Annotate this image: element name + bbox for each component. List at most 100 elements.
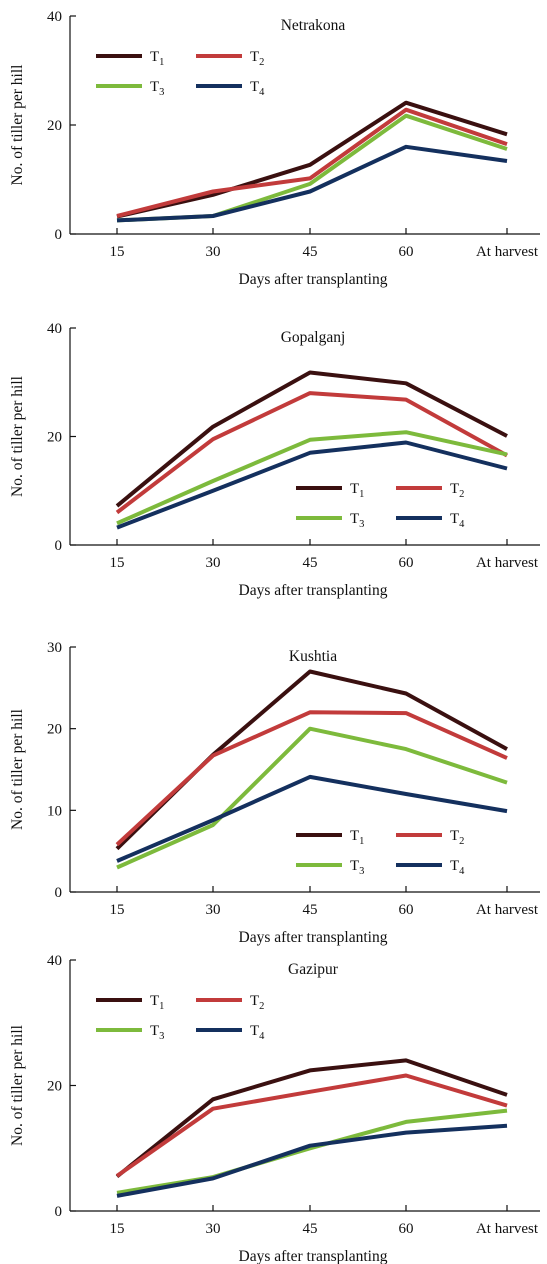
y-tick-label: 20 [47, 118, 62, 134]
x-tick-label: 60 [399, 1221, 414, 1237]
x-tick-label: At harvest [476, 1221, 539, 1237]
x-tick-label: 45 [303, 555, 318, 571]
legend-label: T1 [350, 828, 364, 847]
series-line-t2 [115, 1073, 508, 1178]
legend-item: T4 [396, 858, 465, 877]
legend-label: T4 [250, 1023, 265, 1042]
chart-title: Kushtia [289, 648, 337, 665]
legend-item: T1 [96, 993, 164, 1012]
legend-item: T2 [396, 828, 464, 847]
series-line-t1 [115, 370, 508, 508]
series-line-t3 [116, 1108, 508, 1195]
legend-label-base: T [150, 993, 159, 1009]
series-line-t2 [115, 391, 508, 515]
x-tick-label: 15 [110, 1221, 125, 1237]
legend-label-base: T [350, 511, 359, 527]
y-tick-label: 40 [47, 9, 62, 25]
legend-label-base: T [250, 49, 259, 65]
x-axis-title: Days after transplanting [239, 1248, 388, 1264]
legend-label: T3 [150, 79, 164, 98]
series-line-t2 [115, 710, 508, 847]
legend-label: T3 [350, 858, 364, 877]
legend-item: T3 [96, 1023, 164, 1042]
chart-title: Netrakona [281, 17, 346, 34]
series-line-t2 [116, 107, 508, 218]
legend-item: T2 [196, 49, 264, 68]
legend-label-subscript: 3 [159, 87, 164, 98]
x-tick-label: 60 [399, 244, 414, 260]
legend-item: T3 [96, 79, 164, 98]
chart-panel-3: 0 10 20 30 15 30 45 60 At harvest Days after tran… [9, 640, 540, 946]
x-tick-label: 30 [206, 1221, 221, 1237]
legend-label-base: T [250, 1023, 259, 1039]
y-axis-title: No. of tiller per hill [9, 1025, 26, 1146]
legend-label-subscript: 4 [259, 87, 265, 98]
x-tick-label: 15 [110, 555, 125, 571]
x-tick-label: At harvest [476, 244, 539, 260]
series-line-t3 [116, 430, 508, 526]
legend-item: T2 [396, 481, 464, 500]
legend-label-base: T [150, 1023, 159, 1039]
chart-title: Gazipur [288, 961, 339, 978]
legend-label-base: T [150, 49, 159, 65]
series-line-t4 [116, 144, 508, 223]
legend-label: T2 [250, 993, 264, 1012]
legend-label-base: T [350, 858, 359, 874]
x-axis-title: Days after transplanting [239, 271, 388, 288]
legend-label-subscript: 4 [459, 519, 465, 530]
series-line-t1 [115, 669, 508, 851]
legend-label-subscript: 4 [259, 1031, 265, 1042]
legend-label-subscript: 3 [359, 866, 364, 877]
series-line-t4 [116, 1123, 508, 1198]
legend-label-subscript: 2 [459, 836, 464, 847]
x-axis-title: Days after transplanting [239, 582, 388, 599]
legend-label-base: T [250, 79, 259, 95]
x-axis-title: Days after transplanting [239, 929, 388, 946]
series-line-t4 [116, 774, 508, 863]
y-tick-label: 20 [47, 722, 62, 738]
legend-label-subscript: 1 [159, 1001, 164, 1012]
x-tick-label: At harvest [476, 555, 539, 571]
x-tick-label: 30 [206, 244, 221, 260]
legend-item: T1 [96, 49, 164, 68]
y-tick-label: 0 [55, 885, 63, 901]
y-tick-label: 20 [47, 1079, 62, 1095]
y-tick-label: 10 [47, 803, 62, 819]
legend-label: T1 [150, 49, 164, 68]
y-tick-label: 20 [47, 430, 62, 446]
x-tick-label: 15 [110, 902, 125, 918]
legend-label-subscript: 1 [159, 57, 164, 68]
series-line-t3 [116, 726, 508, 870]
y-tick-label: 40 [47, 953, 62, 969]
chart-panel-2: 0 20 40 15 30 45 60 At harvest Days after transp… [9, 321, 540, 599]
series-line-t1 [116, 100, 508, 219]
legend-label-base: T [450, 481, 459, 497]
x-tick-label: 30 [206, 902, 221, 918]
y-axis-title: No. of tiller per hill [9, 65, 26, 186]
legend-label-subscript: 2 [259, 57, 264, 68]
chart-title: Gopalganj [281, 329, 346, 346]
legend-label: T4 [250, 79, 265, 98]
legend-label: T2 [450, 481, 464, 500]
legend-label: T3 [150, 1023, 164, 1042]
legend-label-base: T [350, 828, 359, 844]
legend-label-base: T [350, 481, 359, 497]
legend-label-base: T [150, 79, 159, 95]
y-tick-label: 0 [55, 538, 63, 554]
y-axis-title: No. of tiller per hill [9, 376, 26, 497]
x-tick-label: At harvest [476, 902, 539, 918]
legend-label-base: T [250, 993, 259, 1009]
legend-label-subscript: 1 [359, 489, 364, 500]
series-line-t1 [115, 1058, 508, 1179]
legend-item: T3 [296, 511, 364, 530]
series-line-t4 [116, 440, 508, 530]
legend-label: T4 [450, 858, 465, 877]
legend-item: T4 [196, 79, 265, 98]
legend-label: T4 [450, 511, 465, 530]
y-tick-label: 40 [47, 321, 62, 337]
